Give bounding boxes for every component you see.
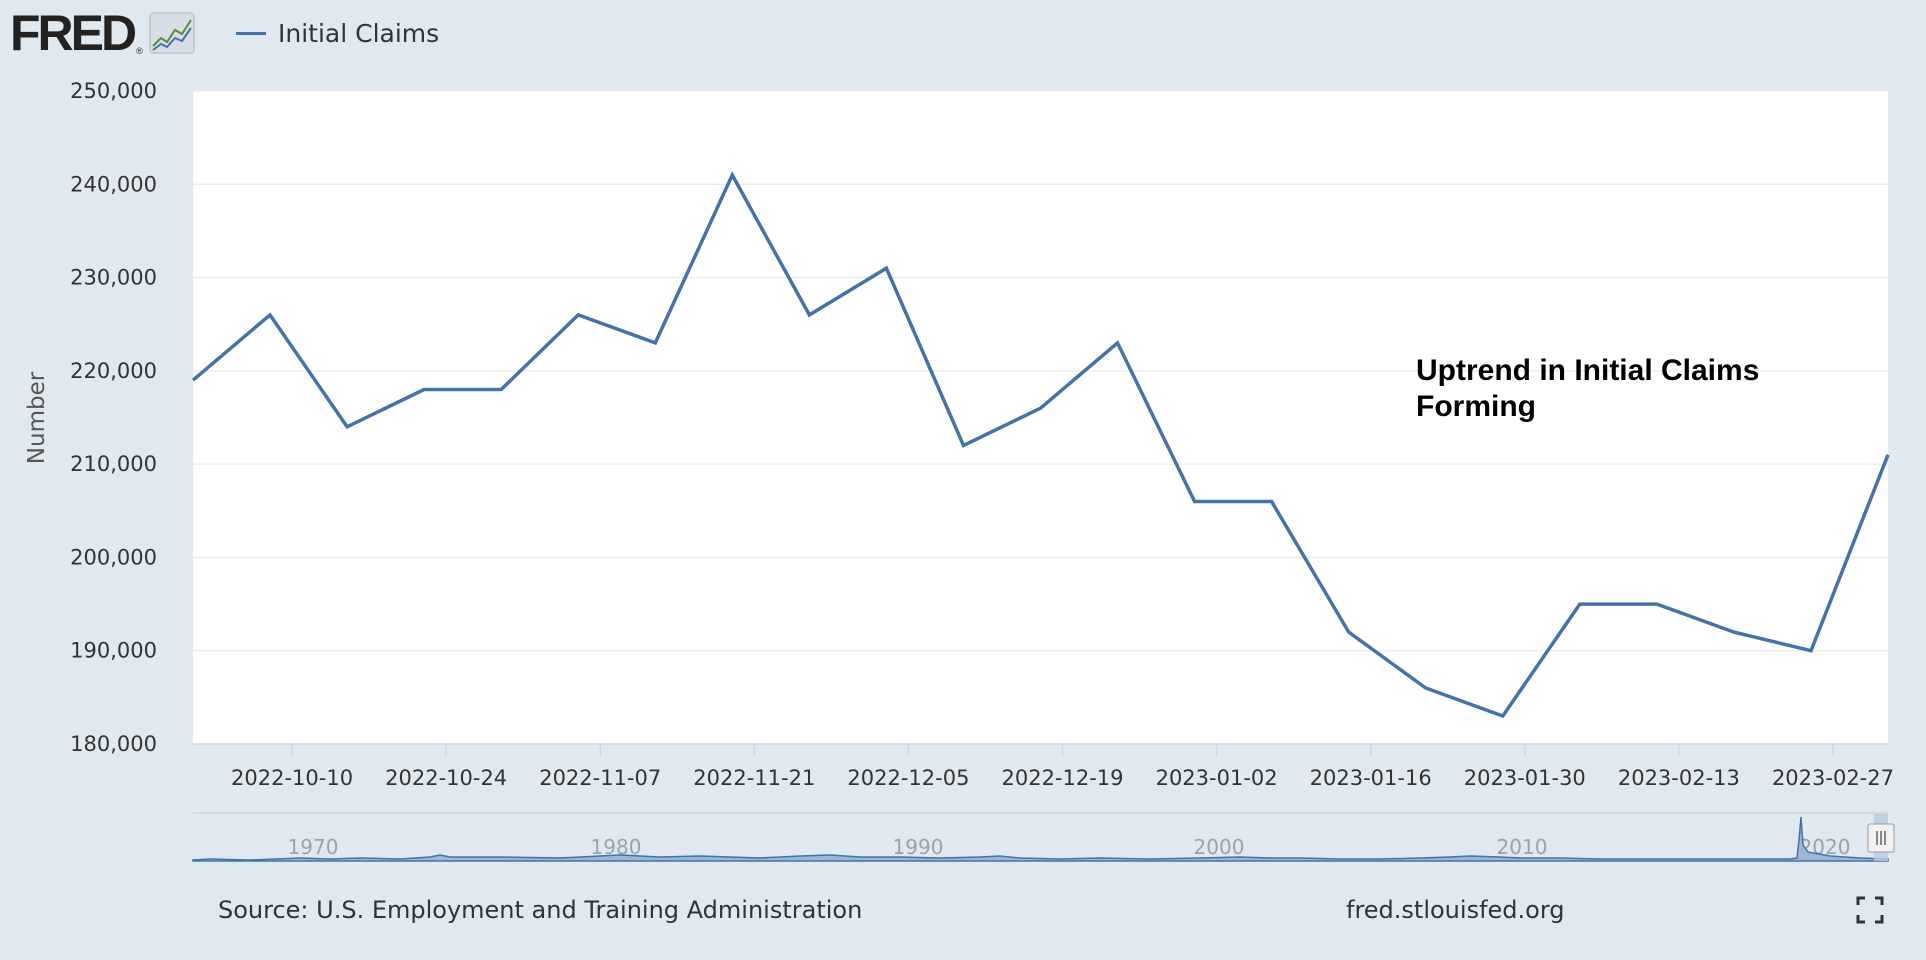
- navigator-year-label: 2010: [1497, 835, 1548, 859]
- source-note: Source: U.S. Employment and Training Adm…: [218, 896, 863, 924]
- x-tick-label: 2023-01-30: [1464, 766, 1586, 790]
- y-tick-label: 190,000: [70, 639, 157, 663]
- series-layer: [191, 171, 1890, 719]
- x-tick-label: 2022-10-24: [385, 766, 507, 790]
- navigator-handle[interactable]: [1867, 823, 1895, 853]
- site-link[interactable]: fred.stlouisfed.org: [1346, 896, 1565, 924]
- y-tick-label: 180,000: [70, 732, 157, 756]
- legend-label: Initial Claims: [278, 18, 440, 48]
- x-tick-label: 2023-01-02: [1156, 766, 1278, 790]
- annotation-line-1: Uptrend in Initial Claims: [1416, 354, 1759, 387]
- y-tick-label: 230,000: [70, 266, 157, 290]
- series-line: [191, 171, 1890, 719]
- y-tick-label: 250,000: [70, 79, 157, 103]
- navigator-year-label: 1970: [288, 835, 339, 859]
- chart-annotation: Uptrend in Initial Claims Forming: [1416, 354, 1768, 423]
- x-tick-label: 2022-11-07: [539, 766, 661, 790]
- registered-mark: ®: [136, 46, 143, 56]
- navigator-labels: 1970 1980 1990 2000 2010 2020: [288, 835, 1851, 859]
- x-tick-label: 2022-12-05: [847, 766, 969, 790]
- plot-area: [193, 91, 1888, 744]
- annotation-line-2: Forming: [1416, 390, 1536, 423]
- y-tick-label: 200,000: [70, 545, 157, 569]
- navigator-year-label: 2000: [1194, 835, 1245, 859]
- fred-logo[interactable]: FRED ®: [10, 6, 195, 60]
- navigator-year-label: 1990: [893, 835, 944, 859]
- navigator[interactable]: 1970 1980 1990 2000 2010 2020: [192, 812, 1895, 862]
- y-tick-label: 210,000: [70, 452, 157, 476]
- y-tick-label: 240,000: [70, 172, 157, 196]
- grid-lines: [193, 90, 1888, 745]
- legend[interactable]: Initial Claims: [236, 16, 439, 50]
- y-axis: 180,000 190,000 200,000 210,000 220,000 230,0…: [70, 79, 157, 756]
- fullscreen-icon[interactable]: [1856, 896, 1884, 924]
- x-tick-label: 2023-02-27: [1772, 766, 1894, 790]
- x-tick-label: 2022-12-19: [1001, 766, 1123, 790]
- x-tick-label: 2023-02-13: [1618, 766, 1740, 790]
- chart-logo-icon: [149, 12, 195, 54]
- logo-text: FRED: [10, 5, 137, 61]
- y-tick-label: 220,000: [70, 359, 157, 383]
- x-tick-label: 2022-11-21: [693, 766, 815, 790]
- x-tick-label: 2022-10-10: [231, 766, 353, 790]
- x-tick-label: 2023-01-16: [1310, 766, 1432, 790]
- x-axis: 2022-10-10 2022-10-24 2022-11-07 2022-11-21…: [231, 744, 1894, 790]
- legend-swatch: [236, 31, 266, 35]
- y-axis-label: Number: [24, 371, 50, 464]
- navigator-series: [192, 816, 1889, 862]
